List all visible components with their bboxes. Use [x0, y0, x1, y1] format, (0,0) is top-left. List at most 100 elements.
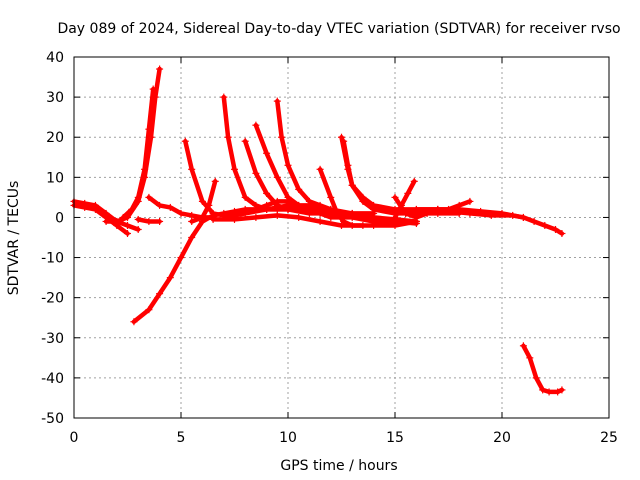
data-point — [284, 197, 292, 205]
data-point — [273, 173, 281, 181]
x-tick-label: 5 — [177, 430, 186, 446]
x-tick-label: 25 — [600, 430, 618, 446]
x-tick-label: 0 — [70, 430, 79, 446]
data-point — [205, 201, 213, 209]
data-point — [370, 221, 378, 229]
data-point — [295, 185, 303, 193]
data-point — [391, 221, 399, 229]
data-point — [156, 290, 164, 298]
data-point — [316, 165, 324, 173]
y-tick-label: 0 — [55, 210, 64, 226]
data-point — [278, 133, 286, 141]
series-trace — [521, 343, 565, 395]
data-point — [487, 211, 495, 219]
series-trace — [210, 213, 366, 228]
y-tick-label: -50 — [41, 411, 64, 427]
data-point — [188, 165, 196, 173]
data-point — [128, 205, 136, 213]
data-point — [530, 217, 538, 225]
data-point — [241, 137, 249, 145]
data-point — [545, 388, 553, 396]
data-point — [410, 177, 418, 185]
data-point — [348, 181, 356, 189]
data-point — [198, 197, 206, 205]
data-point — [241, 209, 249, 217]
data-point — [188, 217, 196, 225]
data-point — [338, 221, 345, 229]
series-arc-7 — [130, 205, 313, 326]
data-point — [273, 211, 281, 219]
data-point — [124, 229, 131, 237]
data-point — [209, 209, 217, 217]
data-point — [466, 209, 474, 217]
series-trace — [120, 86, 156, 220]
data-point — [541, 221, 549, 229]
series-trace — [253, 199, 419, 226]
data-point — [423, 207, 431, 215]
data-point — [252, 213, 260, 221]
y-tick-label: -40 — [41, 371, 64, 387]
data-point — [252, 169, 260, 177]
data-point — [316, 217, 324, 225]
data-point — [273, 97, 281, 105]
chart-title: Day 089 of 2024, Sidereal Day-to-day VTE… — [57, 21, 620, 37]
series-trace — [189, 179, 218, 224]
data-point — [284, 161, 292, 169]
data-point — [211, 177, 219, 185]
data-point — [327, 193, 335, 201]
series-arc-14 — [273, 97, 399, 225]
data-point — [102, 217, 110, 225]
series-arc-20 — [391, 177, 418, 221]
series-trace — [392, 179, 417, 220]
data-point — [338, 133, 345, 141]
data-point — [284, 205, 292, 213]
data-point — [91, 201, 99, 209]
data-point — [81, 199, 89, 207]
data-point — [370, 201, 378, 209]
tick-layer: 0 5 10 15 20 25 40 30 20 10 0 -10 -20 -30 -40 -50 — [41, 50, 618, 446]
series-arc-5 — [134, 215, 164, 225]
data-point — [177, 254, 185, 262]
series-arc-16 — [316, 165, 420, 229]
data-point — [466, 197, 474, 205]
data-point — [102, 209, 110, 217]
data-point — [526, 354, 534, 362]
data-point — [156, 201, 164, 209]
data-point — [220, 93, 228, 101]
data-point — [391, 193, 399, 201]
data-point — [134, 215, 142, 223]
data-point — [558, 229, 566, 237]
data-point — [554, 388, 562, 396]
data-point — [188, 211, 196, 219]
data-point — [149, 85, 157, 93]
data-point — [359, 193, 367, 201]
data-point — [141, 165, 149, 173]
data-point — [145, 193, 153, 201]
y-tick-label: -20 — [41, 291, 64, 307]
data-point — [519, 342, 527, 350]
series-arc-23 — [519, 342, 566, 396]
series-trace — [317, 167, 419, 228]
series-layer — [70, 65, 566, 396]
data-point — [113, 217, 121, 225]
data-point — [166, 274, 174, 282]
data-point — [391, 213, 399, 221]
series-trace — [131, 207, 312, 324]
series-trace — [275, 98, 398, 224]
data-point — [198, 213, 206, 221]
data-point — [316, 209, 324, 217]
y-tick-label: 20 — [46, 130, 64, 146]
data-point — [156, 65, 164, 73]
y-axis-label: SDTVAR / TECUs — [6, 181, 22, 296]
data-point — [252, 205, 260, 213]
x-tick-label: 15 — [386, 430, 404, 446]
data-point — [397, 201, 405, 209]
data-point — [532, 374, 540, 382]
data-point — [145, 125, 153, 133]
data-point — [340, 137, 348, 145]
y-tick-label: 40 — [46, 50, 64, 66]
data-point — [295, 201, 303, 209]
data-point — [156, 217, 164, 225]
data-point — [558, 386, 566, 394]
